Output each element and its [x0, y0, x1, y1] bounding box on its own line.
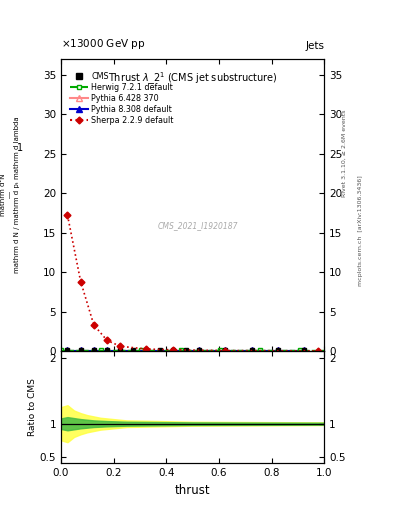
- Text: Thrust $\lambda\_2^1$ (CMS jet substructure): Thrust $\lambda\_2^1$ (CMS jet substruct…: [108, 71, 277, 87]
- Text: mcplots.cern.ch  [arXiv:1306.3436]: mcplots.cern.ch [arXiv:1306.3436]: [358, 175, 363, 286]
- Text: 1: 1: [17, 143, 24, 154]
- Text: Rivet 3.1.10, ≥ 2.6M events: Rivet 3.1.10, ≥ 2.6M events: [342, 110, 347, 197]
- Text: $\times$13000 GeV pp: $\times$13000 GeV pp: [61, 37, 145, 51]
- Text: mathrm d²N
―
mathrm d N / mathrm d pₜ mathrm d lambda: mathrm d²N ― mathrm d N / mathrm d pₜ ma…: [0, 116, 20, 273]
- Text: CMS_2021_I1920187: CMS_2021_I1920187: [158, 221, 238, 230]
- Text: Jets: Jets: [305, 41, 324, 51]
- Legend: CMS, Herwig 7.2.1 default, Pythia 6.428 370, Pythia 8.308 default, Sherpa 2.2.9 : CMS, Herwig 7.2.1 default, Pythia 6.428 …: [70, 72, 174, 125]
- Y-axis label: Ratio to CMS: Ratio to CMS: [28, 378, 37, 436]
- X-axis label: thrust: thrust: [175, 484, 210, 497]
